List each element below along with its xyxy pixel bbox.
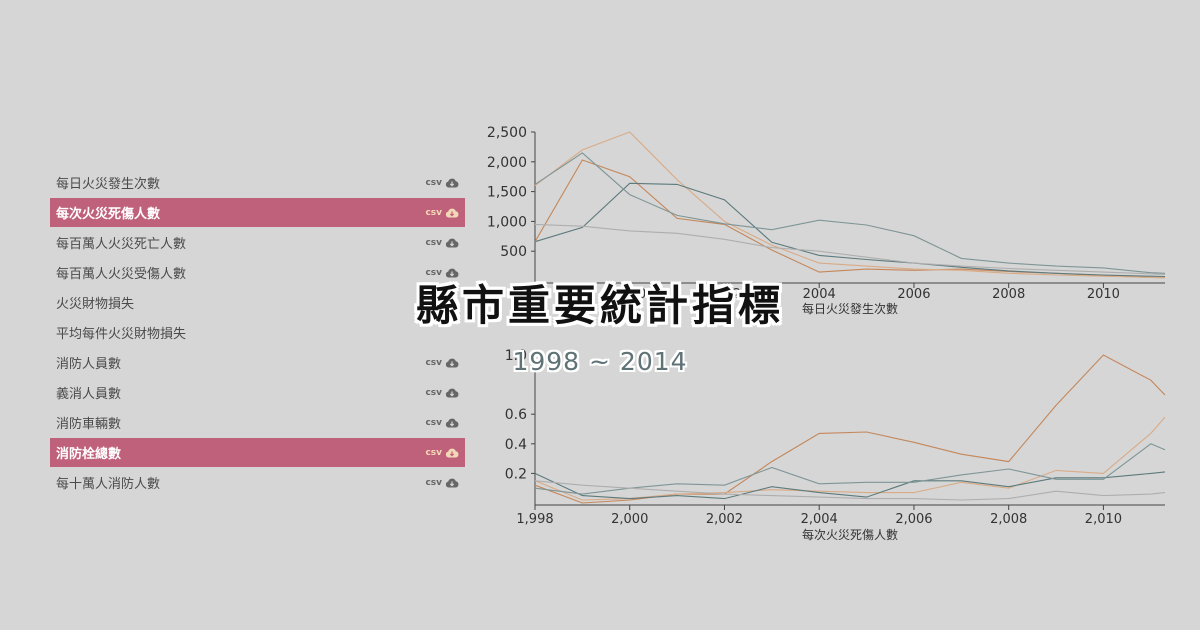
y-tick-label: 1,500 xyxy=(487,185,527,201)
sidebar-item-label: 每十萬人消防人數 xyxy=(56,477,161,492)
csv-download-button[interactable]: csv xyxy=(425,237,459,249)
csv-download-button[interactable]: csv xyxy=(425,177,459,189)
csv-label: csv xyxy=(425,207,442,218)
cloud-download-icon xyxy=(445,357,459,369)
series-line xyxy=(534,159,1166,279)
x-axis-label: 每次火災死傷人數 xyxy=(802,527,898,542)
sidebar-item-label: 義消人員數 xyxy=(56,387,122,402)
sidebar-item-label: 每百萬人火災受傷人數 xyxy=(56,267,187,282)
x-tick-label: 2002 xyxy=(708,287,741,302)
cloud-download-icon xyxy=(445,267,459,279)
x-tick-label: 2004 xyxy=(803,287,836,302)
sidebar-item[interactable]: 消防人員數 csv xyxy=(50,348,465,377)
sidebar-item[interactable]: 每次火災死傷人數 csv xyxy=(50,198,465,227)
year-range-subtitle: 1998 ~ 2014 xyxy=(512,347,688,376)
sidebar-item[interactable]: 每百萬人火災死亡人數 csv xyxy=(50,228,465,257)
csv-download-button[interactable]: csv xyxy=(425,447,459,459)
x-tick-label: 2008 xyxy=(992,287,1025,302)
sidebar-item-label: 火災財物損失 xyxy=(56,297,135,312)
sidebar-item[interactable]: 消防栓總數 csv xyxy=(50,438,465,467)
y-tick-label: 0.6 xyxy=(505,407,527,423)
series-line xyxy=(534,480,1166,501)
cloud-download-icon xyxy=(445,207,459,219)
y-tick-label: 2,000 xyxy=(487,155,527,171)
page-title: 縣市重要統計指標 xyxy=(415,281,784,330)
x-tick-label: 2000 xyxy=(613,287,646,302)
y-tick-label: 2,500 xyxy=(487,125,527,141)
csv-label: csv xyxy=(425,357,442,368)
sidebar-item[interactable]: 平均每件火災財物損失 xyxy=(50,318,465,347)
series-line xyxy=(534,152,1166,274)
y-tick-label: 500 xyxy=(500,244,527,260)
x-tick-label: 2,000 xyxy=(611,512,648,527)
csv-label: csv xyxy=(425,267,442,278)
sidebar-item-label: 消防栓總數 xyxy=(56,447,122,462)
sidebar-item[interactable]: 義消人員數 csv xyxy=(50,378,465,407)
cloud-download-icon xyxy=(445,417,459,429)
y-tick-label: 0.4 xyxy=(505,437,527,453)
x-tick-label: 2006 xyxy=(897,287,930,302)
series-line xyxy=(534,471,1166,500)
sidebar-item-label: 平均每件火災財物損失 xyxy=(56,327,187,342)
csv-download-button[interactable]: csv xyxy=(425,357,459,369)
sidebar-item[interactable]: 每十萬人消防人數 csv xyxy=(50,468,465,497)
cloud-download-icon xyxy=(445,477,459,489)
x-tick-label: 2,006 xyxy=(895,512,932,527)
csv-label: csv xyxy=(425,417,442,428)
y-tick-label: 1.0 xyxy=(505,348,527,364)
csv-download-button[interactable]: csv xyxy=(425,207,459,219)
csv-download-button[interactable]: csv xyxy=(425,417,459,429)
sidebar-item-label: 消防車輛數 xyxy=(56,417,122,432)
sidebar-item-label: 每百萬人火災死亡人數 xyxy=(56,237,187,252)
sidebar-item[interactable]: 每百萬人火災受傷人數 csv xyxy=(50,258,465,287)
sidebar-item[interactable]: 消防車輛數 csv xyxy=(50,408,465,437)
csv-label: csv xyxy=(425,237,442,248)
csv-download-button[interactable]: csv xyxy=(425,477,459,489)
x-tick-label: 1,998 xyxy=(516,512,553,527)
sidebar-item-label: 消防人員數 xyxy=(56,357,122,372)
csv-label: csv xyxy=(425,477,442,488)
series-line xyxy=(534,223,1166,275)
title-overlay: 縣市重要統計指標 1998 ~ 2014 xyxy=(0,272,1200,376)
y-tick-label: 0.2 xyxy=(505,466,527,482)
csv-label: csv xyxy=(425,177,442,188)
sidebar-item[interactable]: 火災財物損失 xyxy=(50,288,465,317)
sidebar-item-label: 每日火災發生次數 xyxy=(56,177,161,192)
series-line xyxy=(534,416,1166,501)
series-line xyxy=(534,182,1166,278)
series-line xyxy=(534,131,1166,279)
cloud-download-icon xyxy=(445,447,459,459)
csv-label: csv xyxy=(425,447,442,458)
indicator-list: 每日火災發生次數 csv 每次火災死傷人數 csv 每百萬人火災死亡人數 csv 每百萬人火… xyxy=(50,168,465,498)
x-tick-label: 2010 xyxy=(1087,287,1120,302)
cloud-download-icon xyxy=(445,387,459,399)
series-line xyxy=(534,354,1166,504)
csv-label: csv xyxy=(425,387,442,398)
x-tick-label: 2,008 xyxy=(990,512,1027,527)
x-tick-label: 2,004 xyxy=(801,512,838,527)
sidebar-item-label: 每次火災死傷人數 xyxy=(56,207,161,222)
csv-download-button[interactable]: csv xyxy=(425,267,459,279)
y-tick-label: 1,000 xyxy=(487,214,527,230)
csv-download-button[interactable]: csv xyxy=(425,387,459,399)
series-line xyxy=(534,443,1166,495)
sidebar-item[interactable]: 每日火災發生次數 csv xyxy=(50,168,465,197)
x-axis-label: 每日火災發生次數 xyxy=(802,301,898,316)
x-tick-label: 2,010 xyxy=(1085,512,1122,527)
cloud-download-icon xyxy=(445,237,459,249)
x-tick-label: 2,002 xyxy=(706,512,743,527)
cloud-download-icon xyxy=(445,177,459,189)
